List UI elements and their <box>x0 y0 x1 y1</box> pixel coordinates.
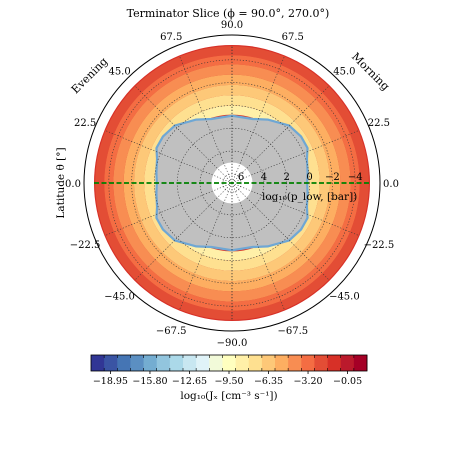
grid-spoke-5-left <box>104 182 233 237</box>
colorbar-swatch-16 <box>301 355 315 371</box>
latitude-tick-label-1-right: 67.5 <box>282 32 304 43</box>
radial-tick-label-1: 4 <box>261 172 267 183</box>
latitude-tick-label-2-left: 45.0 <box>108 67 130 78</box>
polar-plot-area: 90.0 67.5 67.5 45.0 45.0 22.5 22.5 0.0 0.0 −22.5 −… <box>65 20 399 349</box>
grid-circle-5 <box>108 59 356 307</box>
grid-spoke-6-left <box>134 182 233 281</box>
grid-spoke-2-left <box>134 85 233 184</box>
radial-axis-label: log₁₀(p_low, [bar]) <box>262 191 357 203</box>
colorbar-label: log₁₀(Jₓ [cm⁻³ s⁻¹]) <box>180 390 277 402</box>
colorbar-swatch-12 <box>248 355 263 371</box>
colorbar-swatch-6 <box>169 355 184 371</box>
colorbar-swatch-15 <box>288 355 302 371</box>
colorbar-tick-label-4: −6.35 <box>254 376 283 387</box>
radial-tick-label-0: 6 <box>238 172 244 183</box>
colorbar-swatch-17 <box>314 355 328 371</box>
radial-tick-label-4: −2 <box>325 172 340 183</box>
grid-spoke-7-right <box>231 182 286 311</box>
grid-circle-4 <box>131 82 333 284</box>
latitude-tick-label-7-left: −67.5 <box>156 326 187 337</box>
chart-title: Terminator Slice (ϕ = 90.0°, 270.0°) <box>127 7 330 20</box>
colorbar-swatch-4 <box>143 355 158 371</box>
latitude-tick-label-4-right: 0.0 <box>383 179 399 190</box>
colorbar-tick-label-1: −15.80 <box>132 376 167 387</box>
grid-spoke-2-right <box>231 85 330 184</box>
colorbar-tick-label-3: −9.50 <box>214 376 243 387</box>
latitude-tick-label-5-left: −22.5 <box>70 240 101 251</box>
colorbar-swatch-14 <box>275 355 289 371</box>
colorbar-swatch-2 <box>117 355 131 371</box>
colorbar-swatch-0 <box>91 355 105 371</box>
latitude-tick-label-6-right: −45.0 <box>329 291 360 302</box>
latitude-tick-label-8-right: −90.0 <box>217 338 248 349</box>
latitude-tick-label-7-right: −67.5 <box>277 326 308 337</box>
latitude-tick-label-3-left: 22.5 <box>74 118 96 129</box>
colorbar-tick-label-6: −0.05 <box>333 376 362 387</box>
y-axis-label: Latitude θ [°] <box>55 147 67 218</box>
radial-tick-label-3: 0 <box>306 172 312 183</box>
colorbar-swatch-3 <box>130 355 144 371</box>
colorbar-swatch-7 <box>183 355 197 371</box>
grid-spoke-5-right <box>231 182 360 237</box>
grid-spoke-1-left <box>178 55 233 184</box>
latitude-tick-label-3-right: 22.5 <box>368 118 390 129</box>
colorbar-swatch-1 <box>104 355 118 371</box>
colorbar-swatch-11 <box>235 355 250 371</box>
evening-label: Evening <box>69 55 110 96</box>
colorbar-tick-label-5: −3.20 <box>293 376 322 387</box>
colorbar-tick-label-0: −18.95 <box>93 376 128 387</box>
colorbar: −18.95 −15.80 −12.65 −9.50 −6.35 −3.20 −0.05 lo… <box>90 354 368 402</box>
colorbar-swatch-8 <box>196 355 210 371</box>
colorbar-swatch-18 <box>327 355 342 371</box>
colorbar-swatch-20 <box>353 355 368 371</box>
latitude-tick-label-4-left: 0.0 <box>65 179 81 190</box>
grid-spoke-3-right <box>231 129 360 184</box>
grid-spoke-6-right <box>231 182 330 281</box>
latitude-tick-label-5-right: −22.5 <box>364 240 395 251</box>
colorbar-swatch-19 <box>340 355 355 371</box>
radial-tick-label-5: −4 <box>348 172 363 183</box>
latitude-tick-label-6-left: −45.0 <box>104 291 135 302</box>
colorbar-swatch-10 <box>222 355 236 371</box>
latitude-tick-label-2-right: 45.0 <box>333 67 355 78</box>
latitude-tick-label-0-right: 90.0 <box>221 20 243 31</box>
polar-frame <box>83 34 381 332</box>
grid-spoke-7-left <box>178 182 233 311</box>
grid-spoke-3-left <box>104 129 233 184</box>
colorbar-swatch-13 <box>261 355 276 371</box>
latitude-tick-label-1-left: 67.5 <box>160 32 182 43</box>
colorbar-swatch-5 <box>156 355 171 371</box>
radial-tick-label-2: 2 <box>284 172 290 183</box>
grid-spoke-1-right <box>231 55 286 184</box>
colorbar-swatch-9 <box>209 355 223 371</box>
colorbar-tick-label-2: −12.65 <box>172 376 207 387</box>
